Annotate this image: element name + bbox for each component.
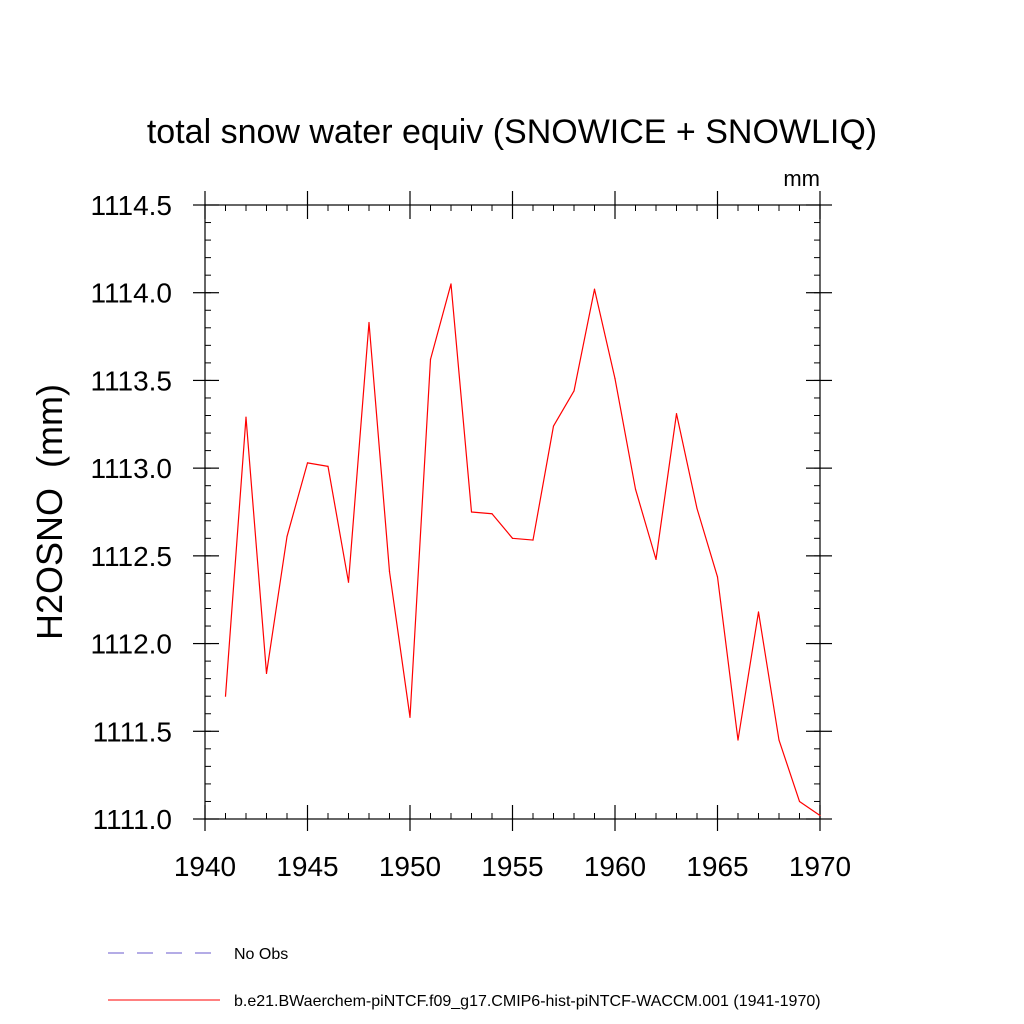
major-ticks xyxy=(193,191,832,831)
y-tick-label: 1112.5 xyxy=(91,541,172,572)
data-point xyxy=(675,413,678,415)
x-tick-label: 1960 xyxy=(584,851,646,882)
data-point xyxy=(245,416,247,418)
data-point xyxy=(306,462,309,464)
data-point xyxy=(716,576,719,578)
data-point xyxy=(552,425,555,427)
data-point xyxy=(737,739,739,741)
data-point xyxy=(573,390,575,392)
x-tick-labels: 1940 1945 1950 1955 1960 1965 1970 xyxy=(174,851,851,882)
y-tick-label: 1112.0 xyxy=(91,629,172,660)
y-axis-label: H2OSNO (mm) xyxy=(29,384,70,640)
data-point xyxy=(224,695,227,697)
y-tick-label: 1113.5 xyxy=(91,365,172,396)
data-point xyxy=(347,581,350,583)
data-point xyxy=(265,672,268,674)
data-point xyxy=(429,358,432,360)
data-point xyxy=(614,378,616,380)
x-tick-label: 1970 xyxy=(789,851,851,882)
legend-label: b.e21.BWaerchem-piNTCF.f09_g17.CMIP6-his… xyxy=(234,993,821,1010)
y-tick-label: 1114.5 xyxy=(91,190,172,221)
y-tick-label: 1113.0 xyxy=(91,453,172,484)
x-tick-label: 1940 xyxy=(174,851,236,882)
series-line xyxy=(224,283,821,816)
minor-ticks xyxy=(204,204,821,820)
y-tick-label: 1114.0 xyxy=(91,278,172,309)
data-point xyxy=(491,513,493,515)
data-point xyxy=(409,716,411,718)
data-point xyxy=(798,800,801,803)
legend-label: No Obs xyxy=(234,946,288,963)
units-label: mm xyxy=(783,166,820,191)
data-point xyxy=(286,535,288,538)
series-layer xyxy=(224,283,821,817)
data-point xyxy=(696,507,698,510)
data-point xyxy=(655,558,657,560)
y-tick-label: 1111.0 xyxy=(93,804,172,835)
data-point xyxy=(778,739,780,741)
data-point xyxy=(368,321,370,324)
plot-frame xyxy=(204,204,821,820)
data-point xyxy=(593,288,596,290)
y-tick-label: 1111.5 xyxy=(93,716,172,747)
data-point xyxy=(757,611,760,613)
data-point xyxy=(819,814,821,817)
x-tick-label: 1945 xyxy=(276,851,338,882)
data-point xyxy=(634,488,637,490)
data-point xyxy=(450,283,452,285)
data-point xyxy=(470,511,473,513)
data-point xyxy=(511,537,514,539)
x-tick-label: 1965 xyxy=(686,851,748,882)
y-tick-labels: 1111.0 1111.5 1112.0 1112.5 1113.0 1113.5 1114… xyxy=(91,190,172,835)
x-tick-label: 1955 xyxy=(481,851,543,882)
data-point xyxy=(327,465,329,467)
x-tick-label: 1950 xyxy=(379,851,441,882)
data-point xyxy=(532,539,534,541)
data-point xyxy=(388,571,391,573)
legend: No Obs b.e21.BWaerchem-piNTCF.f09_g17.CMI… xyxy=(108,946,821,1010)
chart-title: total snow water equiv (SNOWICE + SNOWLI… xyxy=(147,113,877,151)
